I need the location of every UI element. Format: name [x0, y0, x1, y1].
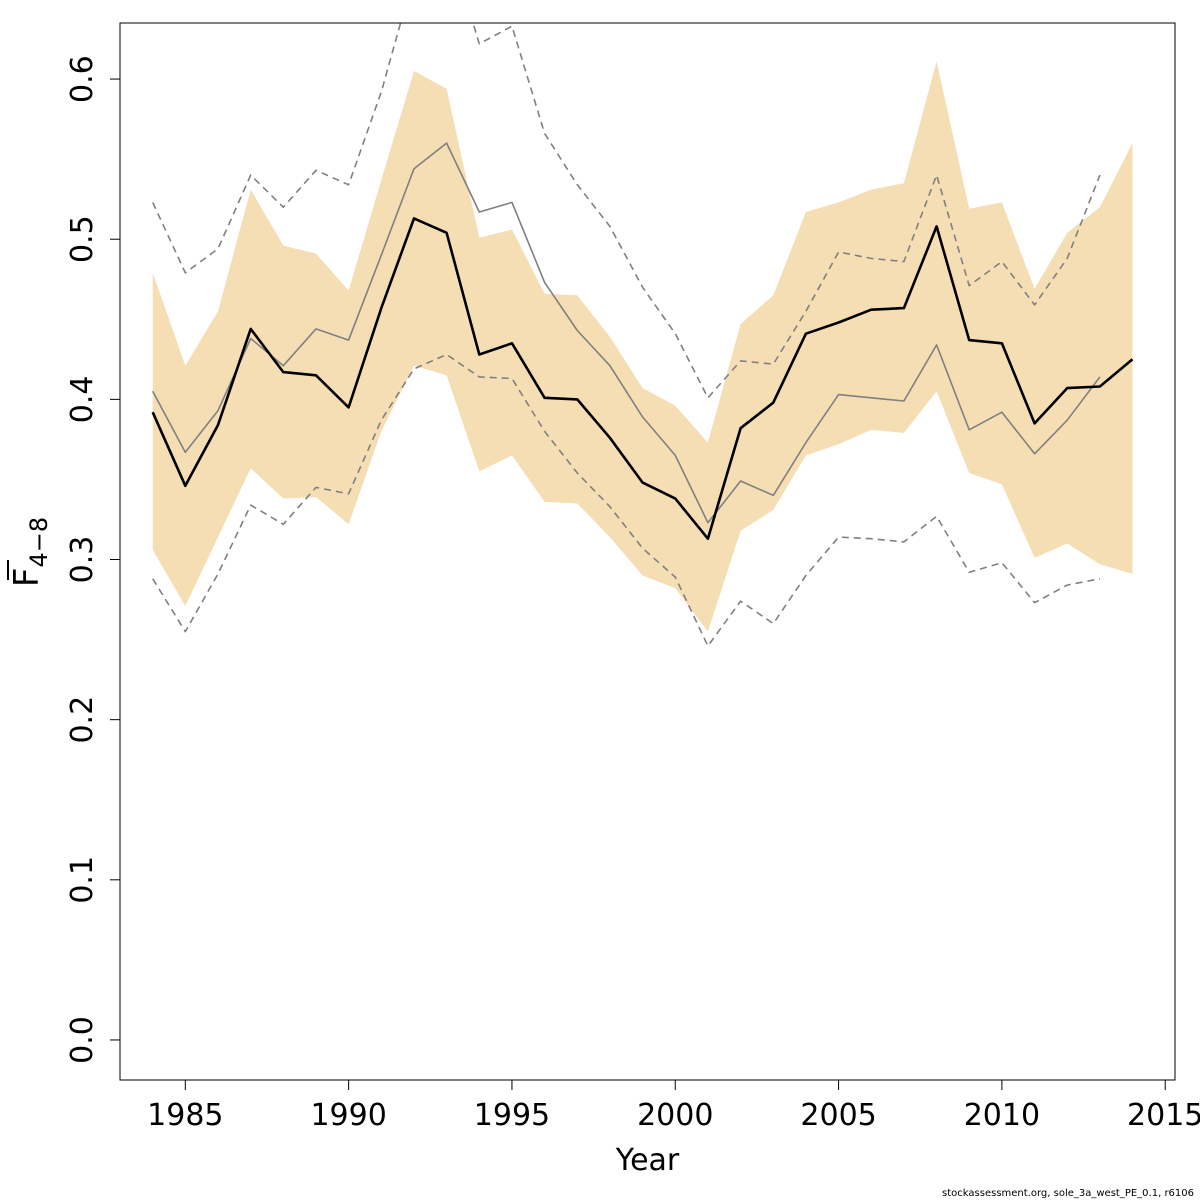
y-tick-label: 0.5 — [65, 215, 100, 263]
x-tick-label: 2000 — [637, 1098, 713, 1133]
y-tick-label: 0.0 — [65, 1016, 100, 1064]
x-tick-label: 1995 — [474, 1098, 550, 1133]
previous-upper-ci-line — [151, 23, 1101, 399]
y-axis-title: F4−8 — [7, 517, 53, 587]
x-tick-label: 1990 — [310, 1098, 386, 1133]
y-tick-label: 0.3 — [65, 536, 100, 584]
previous-estimate-line — [151, 142, 1101, 524]
plot-frame — [119, 22, 1176, 1081]
y-tick-label: 0.4 — [65, 376, 100, 424]
y-tick-label: 0.6 — [65, 55, 100, 103]
y-tick-label: 0.1 — [65, 856, 100, 904]
previous-lower-ci-line — [152, 353, 1101, 647]
x-tick-label: 1985 — [147, 1098, 223, 1133]
x-tick-label: 2015 — [1127, 1098, 1200, 1133]
estimate-line — [151, 217, 1134, 541]
x-axis-title: Year — [615, 1143, 680, 1178]
x-tick-label: 2005 — [800, 1098, 876, 1133]
plot-area — [151, 23, 1134, 647]
x-tick-label: 2010 — [964, 1098, 1040, 1133]
confidence-band — [152, 61, 1133, 632]
y-axis-title-subscript: 4−8 — [25, 517, 53, 568]
footnote: stockassessment.org, sole_3a_west_PE_0.1… — [942, 1188, 1194, 1199]
x-axis: 1985 1990 1995 2000 2005 2010 2015 — [147, 1080, 1200, 1133]
y-tick-label: 0.2 — [65, 696, 100, 744]
y-axis: 0.0 0.1 0.2 0.3 0.4 0.5 0.6 — [65, 55, 120, 1064]
y-axis-title-base: F — [7, 568, 47, 588]
svg-text:F4−8: F4−8 — [7, 517, 53, 587]
